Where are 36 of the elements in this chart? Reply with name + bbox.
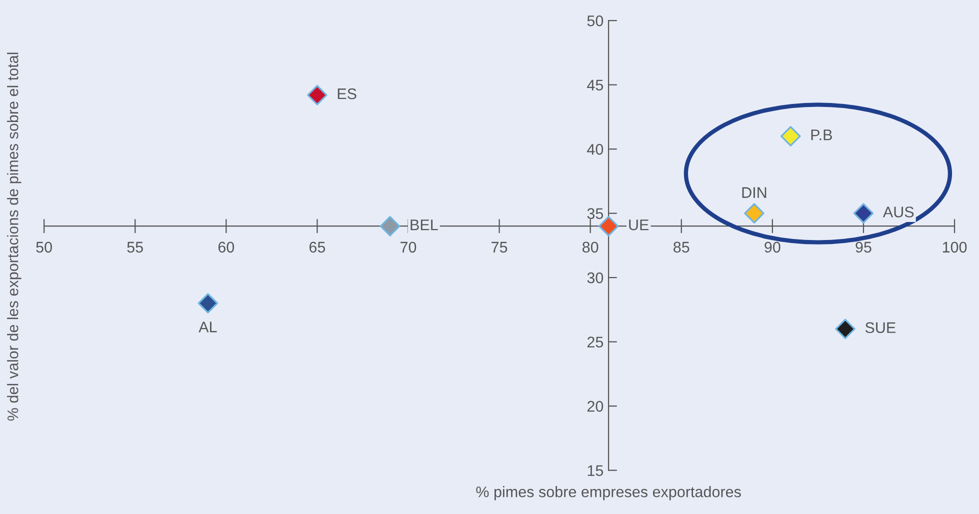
y-tick-label: 20: [587, 400, 604, 412]
series-label: ES: [338, 88, 356, 100]
x-tick-label: 55: [127, 242, 143, 253]
x-tick-label: 90: [764, 242, 780, 253]
x-tick-label: 95: [856, 242, 872, 253]
point: [380, 216, 400, 236]
x-tick-label: 50: [36, 242, 52, 253]
x-tick-label: 85: [674, 242, 690, 253]
series-label: AUS: [882, 206, 914, 218]
x-axis-title: % pimes sobre empreses exportadores: [476, 486, 741, 500]
series-label: DIN: [742, 187, 766, 198]
y-tick-label: 35: [587, 208, 604, 219]
y-tick-label: 45: [587, 80, 604, 90]
point: [198, 293, 218, 314]
point: [744, 203, 764, 224]
series-label: UE: [629, 220, 649, 230]
x-tick-label: 80: [582, 242, 598, 253]
y-tick-label: 50: [587, 15, 604, 26]
series-label: AL: [198, 322, 217, 332]
series-label: SUE: [865, 322, 896, 334]
y-axis-title: % del valor de les exportacions de pimes sobre el total: [7, 52, 22, 421]
point: [780, 126, 801, 146]
x-tick-label: 75: [492, 242, 508, 253]
point: [853, 203, 874, 224]
x-tick-label: 65: [309, 242, 326, 253]
y-tick-label: 25: [587, 336, 604, 348]
x-tick-label: 60: [218, 242, 234, 253]
point: [835, 318, 856, 340]
point: [307, 84, 328, 106]
x-tick-label: 70: [400, 242, 416, 253]
y-tick-label: 40: [587, 144, 604, 155]
y-tick-label: 30: [587, 272, 604, 284]
x-tick-label: 100: [942, 242, 967, 253]
series-label: BEL: [410, 220, 438, 230]
y-tick-label: 15: [588, 465, 604, 476]
series-label: P.B: [811, 130, 832, 140]
